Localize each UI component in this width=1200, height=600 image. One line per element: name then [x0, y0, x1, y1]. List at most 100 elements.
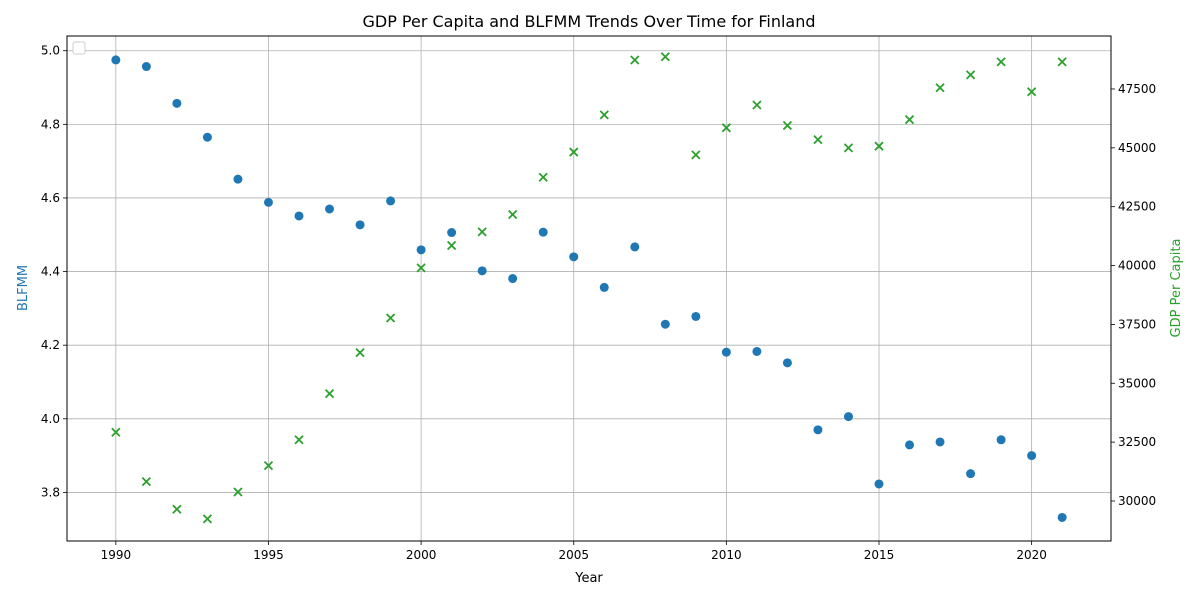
blfmm-point [905, 440, 915, 450]
x-tick-label: 2000 [406, 548, 437, 562]
x-tick-label: 1995 [253, 548, 284, 562]
gdp-point [630, 55, 640, 65]
blfmm-point [721, 347, 731, 357]
gdp-point [141, 477, 152, 487]
y-right-axis-label: GDP Per Capita [1169, 239, 1184, 338]
y-right-tick-label: 37500 [1118, 317, 1156, 331]
blfmm-point [874, 479, 884, 489]
blfmm-point [141, 62, 151, 72]
y-left-tick-label: 5.0 [41, 44, 60, 58]
x-tick-label: 2005 [558, 548, 589, 562]
gdp-point [660, 52, 670, 62]
gdp-point [843, 143, 854, 153]
blfmm-point [1057, 512, 1067, 522]
blfmm-point [966, 469, 976, 479]
plot-frame [66, 35, 1112, 542]
y-left-tick-label: 4.8 [41, 117, 60, 131]
x-tick-label: 2010 [711, 548, 742, 562]
blfmm-point [325, 204, 335, 214]
gdp-point [874, 141, 884, 151]
gdp-point [385, 313, 396, 323]
gdp-point [508, 209, 518, 220]
blfmm-point [599, 282, 609, 292]
gdp-point [691, 150, 701, 160]
gdp-point [935, 83, 945, 93]
legend-box [72, 41, 86, 55]
gdp-point [233, 487, 243, 497]
x-tick-label: 2020 [1016, 548, 1047, 562]
blfmm-point [386, 196, 396, 206]
y-left-tick-label: 4.6 [41, 191, 60, 205]
gdp-point [111, 427, 121, 437]
blfmm-point [996, 435, 1006, 445]
x-tick-label: 1990 [101, 548, 132, 562]
gdp-point [813, 134, 823, 145]
gdp-point [355, 348, 365, 358]
gdp-point [599, 110, 609, 120]
gdp-point [1057, 57, 1067, 67]
y-left-tick-label: 4.0 [41, 412, 60, 426]
blfmm-point [538, 227, 548, 237]
y-left-axis-ticks: 3.8 4.0 4.2 4.4 4.6 4.8 5.0 [41, 44, 67, 499]
blfmm-point [447, 228, 457, 238]
gdp-point [996, 57, 1006, 67]
blfmm-point [294, 211, 304, 221]
gdp-point [569, 147, 579, 157]
y-right-tick-label: 35000 [1118, 376, 1156, 390]
y-right-tick-label: 47500 [1118, 82, 1156, 96]
blfmm-point [263, 197, 273, 207]
blfmm-point [355, 220, 365, 230]
blfmm-point [508, 274, 518, 284]
y-right-axis-ticks: 30000 32500 35000 37500 40000 42500 45000 47500 [1111, 82, 1156, 508]
gdp-point [263, 461, 274, 471]
chart-title: GDP Per Capita and BLFMM Trends Over Tim… [362, 12, 815, 31]
y-right-tick-label: 30000 [1118, 494, 1156, 508]
gdp-point [904, 114, 915, 125]
blfmm-point [691, 311, 701, 321]
y-left-tick-label: 4.2 [41, 338, 60, 352]
gdp-point [172, 504, 182, 514]
grid [67, 36, 1111, 541]
blfmm-point [630, 242, 640, 252]
blfmm-point [111, 55, 121, 65]
blfmm-series [111, 55, 1067, 522]
gdp-point [538, 172, 548, 182]
y-right-tick-label: 45000 [1118, 141, 1156, 155]
blfmm-point [477, 266, 487, 276]
gdp-point [416, 263, 426, 273]
blfmm-point [202, 132, 212, 142]
y-right-tick-label: 32500 [1118, 435, 1156, 449]
gdp-series [111, 52, 1067, 524]
gdp-point [965, 70, 976, 80]
blfmm-point [782, 358, 792, 368]
blfmm-point [660, 319, 670, 329]
gdp-point [752, 100, 762, 110]
y-right-tick-label: 40000 [1118, 259, 1156, 273]
y-left-tick-label: 4.4 [41, 265, 60, 279]
blfmm-point [416, 245, 426, 255]
blfmm-point [935, 437, 945, 447]
gdp-point [1026, 87, 1037, 97]
blfmm-point [569, 252, 579, 262]
gdp-point [294, 435, 304, 445]
gdp-point [477, 227, 487, 237]
gdp-point [782, 120, 793, 131]
gdp-point [324, 388, 335, 399]
gdp-point [446, 240, 457, 251]
blfmm-point [813, 425, 823, 435]
y-left-axis-label: BLFMM [16, 265, 31, 311]
blfmm-point [172, 98, 182, 108]
y-right-tick-label: 42500 [1118, 200, 1156, 214]
x-tick-label: 2015 [864, 548, 895, 562]
y-left-tick-label: 3.8 [41, 485, 60, 499]
blfmm-point [233, 174, 243, 184]
gdp-point [721, 123, 732, 133]
blfmm-point [1027, 451, 1037, 461]
blfmm-point [752, 346, 762, 356]
blfmm-point [843, 412, 853, 422]
x-axis-label: Year [574, 571, 603, 586]
x-axis-ticks: 1990 1995 2000 2005 2010 2015 2020 [101, 541, 1047, 562]
gdp-point [202, 514, 213, 524]
